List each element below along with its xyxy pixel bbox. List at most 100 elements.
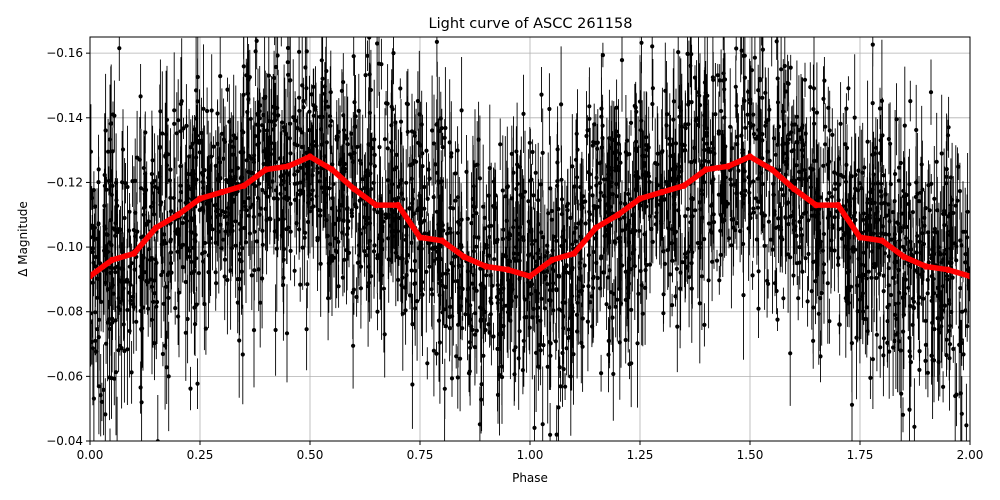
data-point [409, 268, 414, 273]
data-point [216, 156, 221, 161]
data-point [616, 141, 621, 146]
data-point [208, 223, 213, 228]
y-tick-label: −0.10 [46, 240, 83, 254]
data-point [548, 186, 553, 191]
data-point [735, 142, 740, 147]
data-point [186, 183, 191, 189]
data-point [508, 286, 513, 291]
data-point [855, 309, 860, 314]
data-point [800, 123, 805, 128]
data-point [871, 172, 876, 177]
data-point [741, 196, 746, 201]
data-point [193, 322, 198, 327]
data-point [327, 261, 332, 266]
data-point [574, 175, 580, 180]
data-point [163, 343, 168, 348]
data-point [540, 235, 546, 240]
data-point [662, 197, 667, 202]
data-point [617, 151, 622, 156]
data-point [420, 164, 425, 169]
data-point [931, 251, 937, 257]
data-point [315, 207, 321, 213]
data-point [536, 247, 541, 253]
data-point [953, 203, 958, 208]
data-point [537, 343, 542, 348]
data-point [276, 217, 281, 222]
data-point [953, 393, 958, 399]
data-point [564, 264, 569, 269]
data-point [439, 194, 444, 199]
data-point [286, 72, 291, 77]
data-point [898, 160, 904, 166]
data-point [946, 125, 951, 130]
data-point [410, 382, 415, 387]
data-point [261, 112, 266, 118]
data-point [90, 195, 94, 201]
data-point [821, 231, 827, 237]
data-point [847, 269, 852, 274]
data-point [853, 217, 858, 223]
data-point [740, 147, 745, 152]
data-point [567, 270, 572, 276]
data-point [900, 295, 905, 300]
data-point [472, 234, 477, 240]
data-point [251, 328, 257, 333]
data-point [345, 226, 351, 231]
data-point [239, 175, 244, 180]
data-point [105, 232, 110, 237]
data-point [963, 229, 968, 234]
data-point [875, 181, 880, 186]
data-point [907, 182, 912, 187]
data-point [572, 184, 577, 189]
data-point [961, 352, 966, 357]
data-point [460, 326, 465, 331]
data-point [418, 220, 423, 225]
data-point [300, 245, 305, 250]
data-point [464, 169, 469, 174]
data-point [487, 224, 492, 229]
data-point [389, 148, 394, 153]
data-point [206, 180, 211, 185]
data-point [734, 221, 739, 226]
data-point [944, 247, 949, 252]
data-point [670, 303, 675, 308]
data-point [131, 304, 136, 310]
data-point [479, 397, 484, 402]
data-point [168, 167, 173, 172]
data-point [241, 64, 246, 69]
data-point [599, 145, 604, 150]
data-point [396, 215, 401, 221]
data-point [673, 179, 678, 184]
data-point [438, 116, 443, 121]
x-tick-label: 2.00 [957, 448, 984, 462]
data-point [588, 185, 593, 190]
data-point [594, 183, 599, 188]
data-point [689, 261, 694, 266]
data-point [254, 239, 259, 244]
data-point [796, 128, 802, 133]
data-point [301, 171, 307, 176]
data-point [300, 191, 305, 196]
data-point [390, 107, 395, 112]
data-point [357, 253, 362, 258]
data-point [760, 24, 764, 28]
data-point [295, 169, 300, 174]
data-point [372, 164, 377, 169]
data-point [839, 236, 845, 241]
data-point [813, 279, 818, 284]
data-point [693, 118, 698, 123]
data-point [626, 240, 632, 245]
data-point [110, 316, 115, 321]
data-point [925, 291, 930, 296]
data-point [206, 253, 211, 258]
data-point [146, 306, 151, 311]
data-point [922, 215, 927, 220]
data-point [897, 339, 902, 344]
data-point [689, 160, 694, 165]
data-point [760, 138, 765, 143]
data-point [818, 354, 823, 359]
data-point [420, 280, 425, 285]
data-point [614, 105, 619, 110]
data-point [827, 190, 832, 196]
data-point [524, 315, 529, 320]
